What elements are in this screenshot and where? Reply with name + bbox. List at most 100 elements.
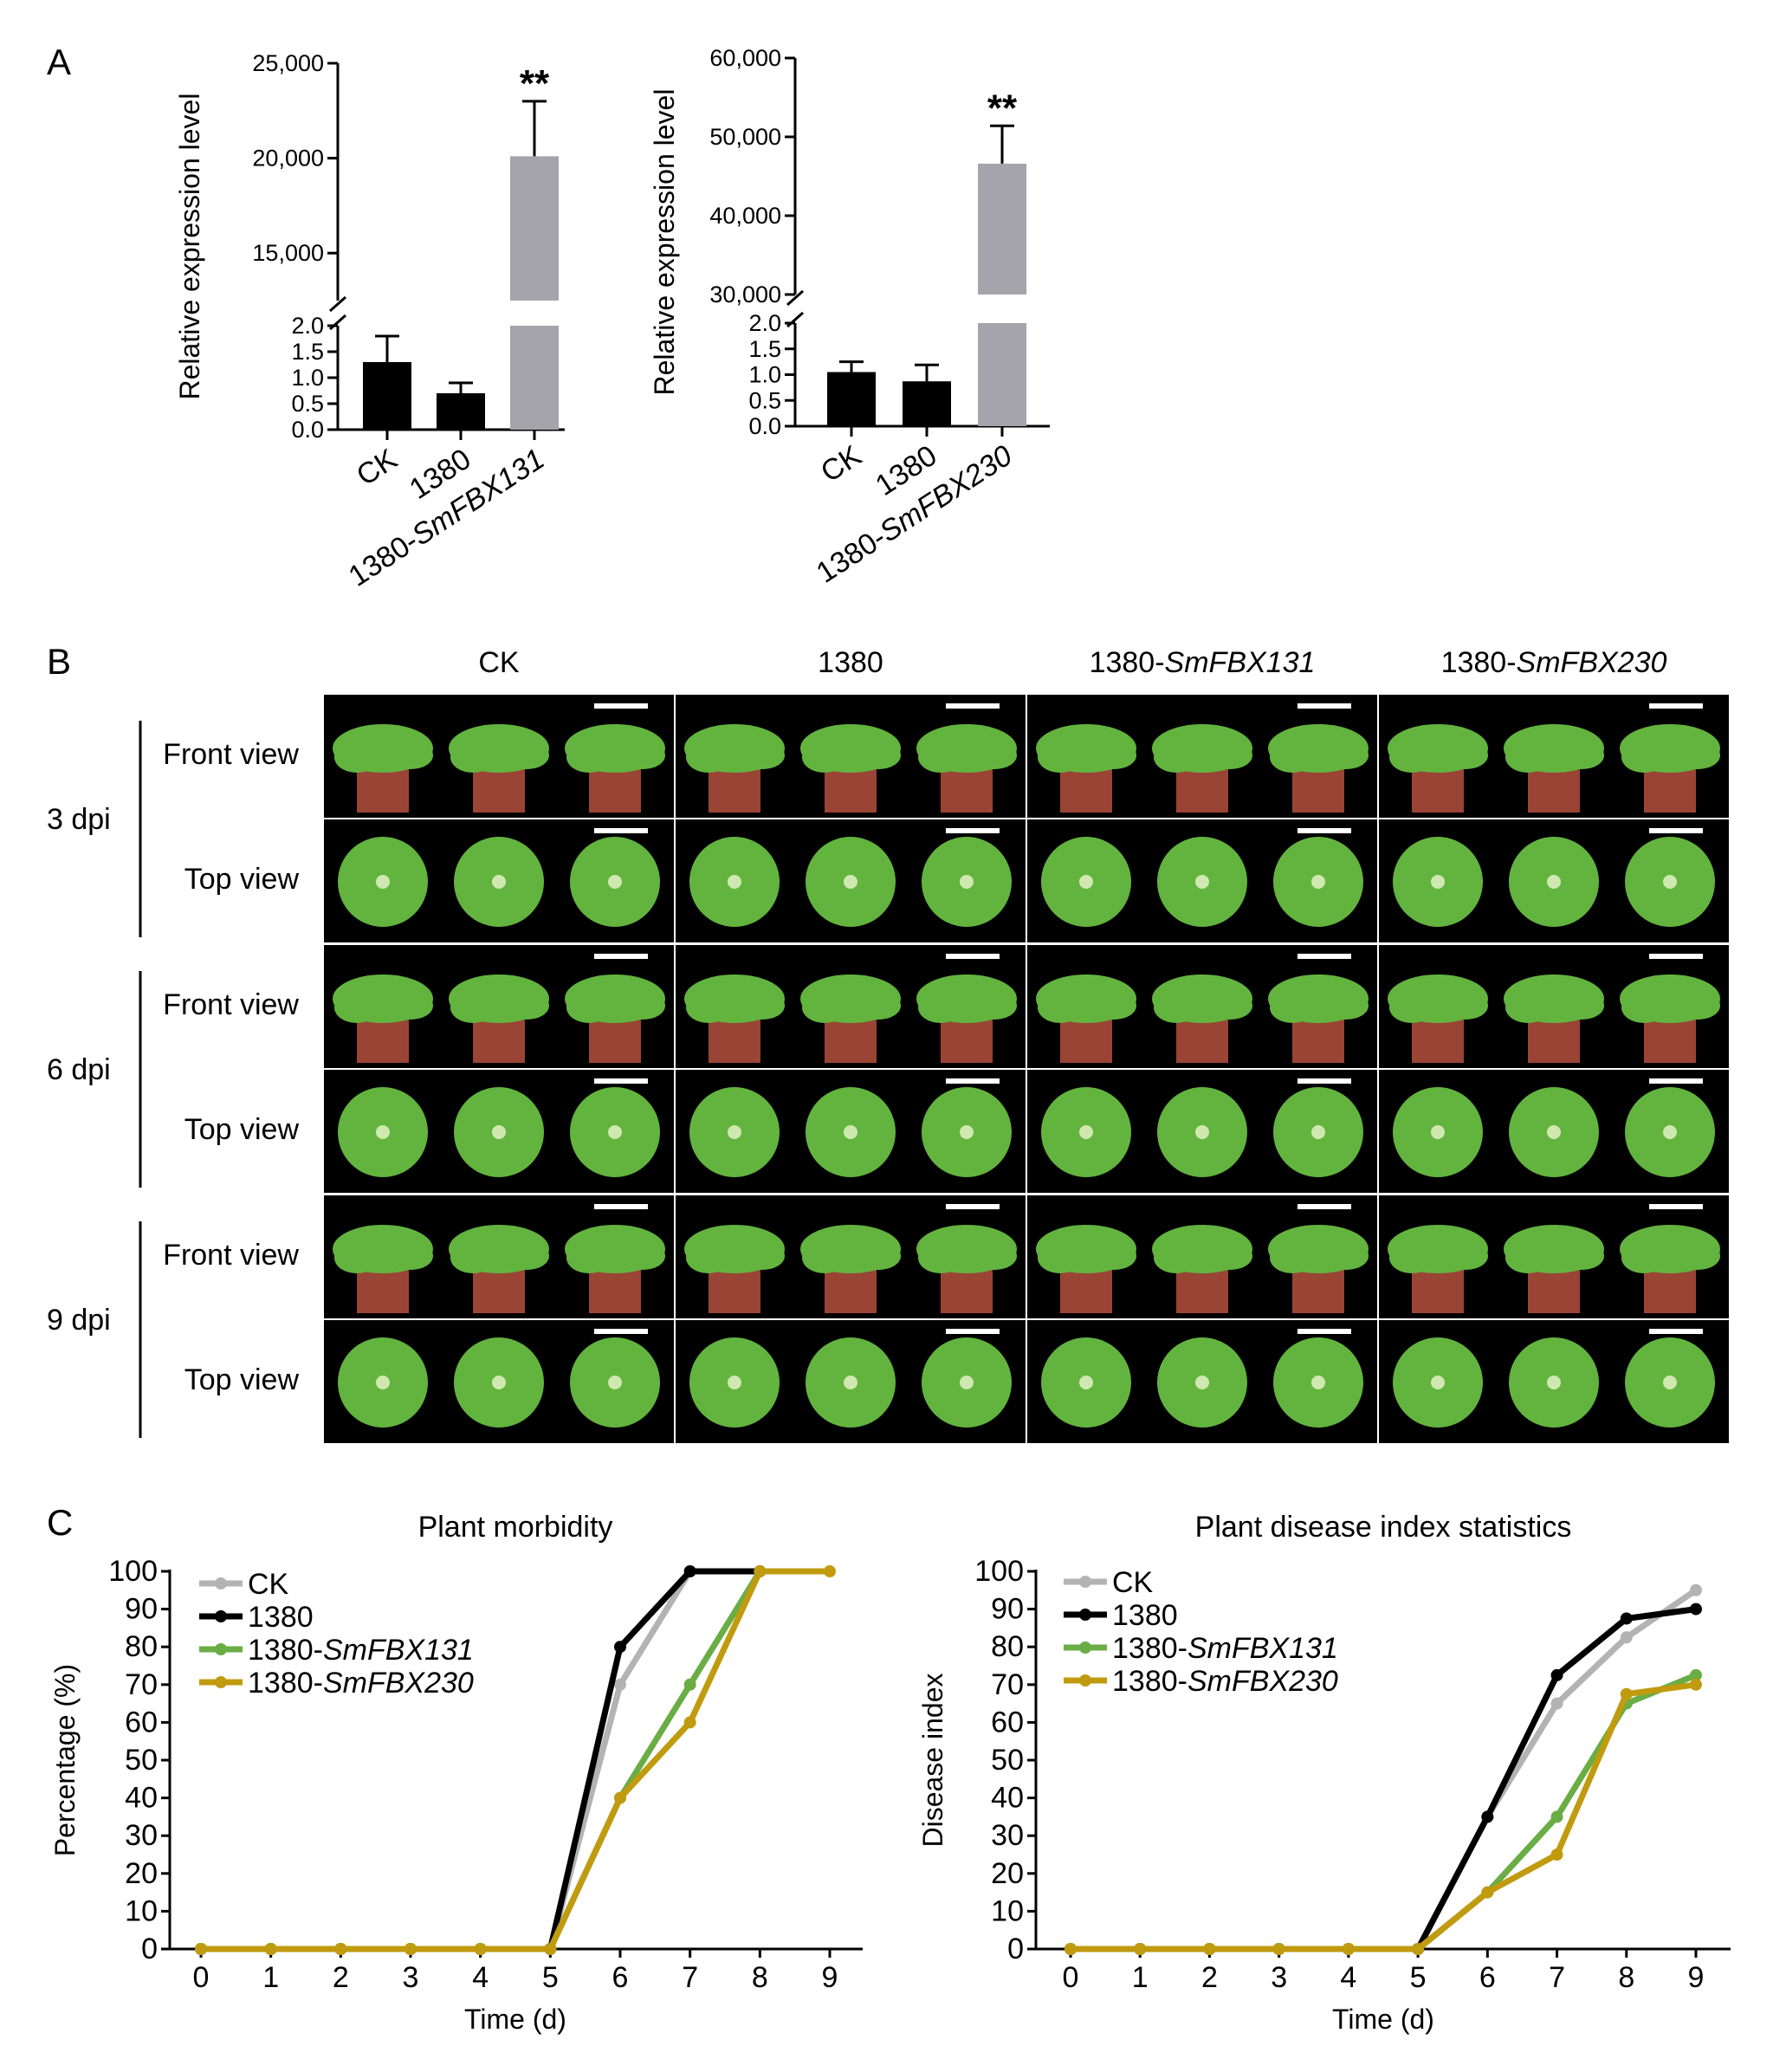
plant-leaf	[504, 992, 549, 1020]
y-tick-label-lower: 1.5	[748, 336, 781, 362]
y-tick-label-upper: 25,000	[252, 50, 324, 76]
axis-break-mark	[329, 295, 346, 313]
plant-center	[1663, 875, 1677, 889]
bar	[363, 362, 411, 430]
scale-bar	[946, 1204, 1000, 1209]
plant-leaf	[972, 741, 1017, 769]
plant-leaf	[566, 741, 612, 773]
plant-leaf	[856, 741, 901, 769]
x-axis-title: Time (d)	[1332, 2004, 1434, 2035]
legend-label: 1380-SmFBX230	[1112, 1665, 1338, 1698]
data-point	[1690, 1583, 1702, 1596]
scale-bar	[594, 954, 648, 959]
scale-bar	[1297, 954, 1351, 959]
plant-leaf	[388, 1242, 433, 1270]
x-tick-label: 0	[1063, 1961, 1079, 1994]
y-tick-label: 70	[125, 1668, 158, 1701]
y-tick-label: 0	[1007, 1933, 1024, 1965]
plant-leaf	[918, 1242, 963, 1273]
plant-leaf	[972, 1242, 1017, 1270]
plant-leaf	[1323, 1242, 1369, 1270]
bar	[827, 372, 876, 426]
plant-leaf	[740, 1242, 785, 1270]
legend-label-italic: SmFBX131	[323, 1634, 474, 1667]
legend-label: CK	[248, 1568, 289, 1601]
plant-center	[1663, 1125, 1677, 1139]
y-tick-label-upper: 20,000	[252, 146, 324, 172]
x-tick-label: 8	[752, 1961, 768, 1994]
series-line	[1071, 1681, 1697, 1952]
plant-leaf	[334, 1242, 379, 1273]
bar	[437, 393, 485, 430]
plant-leaf	[1443, 992, 1488, 1020]
scale-bar	[594, 1078, 648, 1084]
plant-leaf	[1443, 1242, 1488, 1270]
plant-leaf	[450, 992, 495, 1023]
plant-center	[1195, 1376, 1209, 1389]
y-tick-label: 50	[991, 1744, 1024, 1777]
data-point	[264, 1943, 277, 1955]
significance-stars: **	[987, 87, 1018, 129]
data-point	[1342, 1943, 1355, 1955]
x-tick-label: 2	[333, 1961, 349, 1994]
plant-center	[844, 1376, 857, 1389]
y-tick-label: 50	[125, 1744, 158, 1777]
plant-leaf	[802, 992, 847, 1023]
x-tick-label: 0	[193, 1961, 210, 1994]
timepoint-label: 6 dpi	[47, 1053, 111, 1086]
legend-marker	[1079, 1576, 1091, 1588]
plant-leaf	[450, 741, 495, 773]
plant-leaf	[1559, 1242, 1604, 1270]
y-tick-label: 40	[991, 1782, 1024, 1815]
plant-center	[376, 875, 390, 889]
plant-center	[1311, 1376, 1325, 1389]
y-tick-label-lower: 2.0	[748, 310, 781, 336]
data-point	[824, 1565, 836, 1577]
scale-bar	[1649, 954, 1703, 959]
plant-leaf	[1621, 741, 1666, 773]
x-tick-label: 9	[1688, 1961, 1705, 1994]
chart-title: Plant disease index statistics	[1195, 1511, 1572, 1544]
axis-break-mark	[786, 289, 804, 307]
plant-center	[492, 1376, 506, 1389]
y-axis-title: Disease index	[917, 1674, 948, 1848]
y-tick-label-lower: 0.5	[291, 391, 324, 417]
data-point	[1550, 1697, 1563, 1710]
x-tick-label: 6	[1479, 1961, 1496, 1994]
plant-leaf	[620, 741, 665, 769]
plant-center	[844, 875, 857, 889]
bar-lower-segment	[510, 326, 559, 430]
plant-leaf	[1621, 1242, 1666, 1273]
scale-bar	[1649, 1078, 1703, 1084]
bar-upper-segment	[978, 163, 1026, 295]
data-point	[1203, 1943, 1216, 1955]
panel-b-label: B	[47, 641, 71, 682]
data-point	[1690, 1603, 1702, 1616]
data-point	[1481, 1810, 1494, 1823]
legend-label-italic: SmFBX131	[1187, 1632, 1338, 1665]
y-tick-label: 30	[991, 1819, 1024, 1852]
legend-label: 1380	[248, 1601, 314, 1634]
panel-a-label: A	[47, 42, 71, 82]
legend-label-plain: CK	[1112, 1566, 1154, 1599]
legend-label-plain: 1380	[1112, 1599, 1178, 1632]
plant-leaf	[1323, 741, 1369, 769]
plant-leaf	[686, 992, 731, 1023]
view-label: Front view	[163, 738, 299, 771]
view-label: Top view	[184, 863, 300, 896]
legend-marker	[1079, 1641, 1091, 1654]
scale-bar	[1297, 1329, 1351, 1334]
y-tick-label: 10	[125, 1894, 158, 1927]
y-tick-label-upper: 15,000	[252, 240, 324, 266]
data-point	[1550, 1810, 1563, 1823]
y-tick-label: 30	[125, 1819, 158, 1852]
y-tick-label-lower: 1.5	[291, 339, 324, 365]
plant-center	[728, 1376, 741, 1389]
chart-title: Plant morbidity	[418, 1511, 613, 1544]
y-axis-title: Relative expression level	[174, 94, 205, 400]
plant-leaf	[388, 741, 433, 769]
y-tick-label: 80	[991, 1630, 1024, 1663]
plant-center	[1195, 875, 1209, 889]
plant-center	[1079, 1376, 1093, 1389]
